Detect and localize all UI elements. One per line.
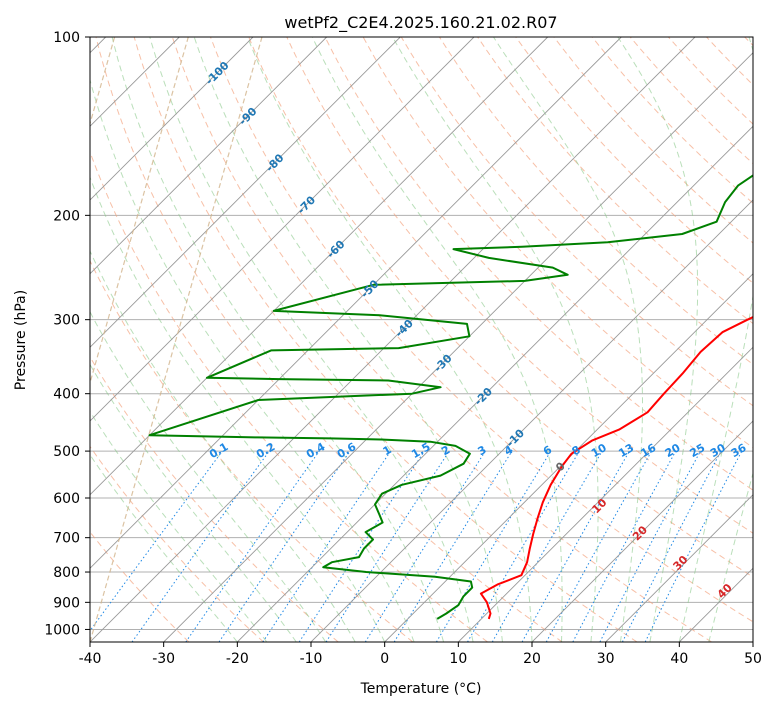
moist-adiabat: [311, 37, 563, 642]
isotherm-line: [90, 37, 328, 275]
y-axis-title: Pressure (hPa): [13, 290, 29, 390]
isotherm-line: [90, 37, 549, 496]
isotherm-line: [310, 199, 753, 642]
sounding-series-line: [148, 174, 753, 620]
y-tick-label: 800: [53, 565, 80, 581]
dry-adiabat: [210, 37, 753, 623]
isotherm-line: [90, 37, 401, 348]
isotherm-line: [236, 125, 753, 642]
x-axis-title: Temperature (°C): [360, 681, 482, 697]
isotherm-line: [605, 494, 753, 642]
dry-adiabat: [133, 37, 638, 642]
x-tick-label: 50: [744, 651, 762, 667]
dry-adiabat: [90, 259, 414, 642]
y-tick-label: 500: [53, 444, 80, 460]
x-tick-label: -10: [300, 651, 323, 667]
x-tick-label: -20: [226, 651, 249, 667]
moist-adiabat: [678, 37, 753, 642]
dry-adiabat: [629, 37, 753, 165]
mixing-ratio-line: [131, 450, 270, 642]
dry-adiabat: [324, 37, 753, 491]
sounding-series-line: [479, 315, 753, 620]
moist-adiabat: [90, 249, 356, 642]
isotherm-line: [384, 273, 753, 642]
mixing-ratio-line: [325, 450, 450, 642]
isotherm-line: [531, 420, 753, 642]
wet-bulb-curve: [90, 37, 189, 385]
mixing-ratio-line: [467, 450, 580, 642]
y-tick-label: 300: [53, 313, 80, 329]
moist-adiabat: [617, 37, 699, 642]
x-tick-label: 0: [380, 651, 389, 667]
y-tick-label: 700: [53, 531, 80, 547]
wet-bulb-curve: [90, 37, 263, 642]
mixing-ratio-line: [393, 450, 513, 642]
x-tick-label: 20: [523, 651, 541, 667]
moist-adiabats: [90, 37, 753, 642]
dry-adiabat: [591, 37, 753, 204]
mixing-ratio-line: [185, 450, 320, 642]
moist-adiabat: [90, 310, 327, 642]
y-tick-label: 200: [53, 208, 80, 224]
moist-adiabat: [708, 471, 753, 642]
mixing-ratio-line: [364, 450, 486, 642]
x-tick-label: 30: [597, 651, 615, 667]
mixing-ratio-line: [218, 450, 351, 642]
dry-adiabats: [90, 37, 753, 642]
isotherm-line: [457, 346, 753, 642]
moist-adiabat: [149, 37, 474, 642]
y-tick-label: 600: [53, 491, 80, 507]
sounding-profiles: [148, 174, 753, 620]
dry-adiabat: [248, 37, 753, 578]
y-tick-label: 400: [53, 387, 80, 403]
moist-adiabat: [90, 453, 238, 642]
mixing-ratio-line: [521, 450, 630, 642]
mixing-ratio-line: [572, 450, 677, 642]
plot-frame: [89, 36, 754, 643]
dry-adiabat: [90, 445, 264, 642]
isotherms: [90, 37, 753, 642]
x-tick-label: -30: [152, 651, 175, 667]
y-tick-label: 100: [53, 30, 80, 46]
x-tick-label: -40: [79, 651, 102, 667]
wet-bulb-curves: [90, 37, 263, 642]
isotherm-line: [163, 52, 753, 642]
dry-adiabat: [477, 37, 753, 325]
moist-adiabat: [392, 37, 599, 642]
dry-adiabat: [171, 37, 712, 642]
moist-adiabat: [246, 37, 533, 642]
axis-ticks: -40 -30 -20 -10 0 10 20 30 40 50 1000 900 800 700 600 5…: [44, 30, 762, 667]
mixing-ratio-line: [90, 450, 223, 632]
isotherm-line: [90, 37, 254, 201]
dry-adiabat: [95, 37, 563, 642]
dry-adiabat: [400, 37, 753, 407]
y-tick-label: 1000: [44, 622, 80, 638]
isotherm-line: [90, 37, 696, 642]
y-tick-label: 900: [53, 595, 80, 611]
moist-adiabat: [90, 78, 415, 642]
mixing-ratio-line: [435, 450, 552, 642]
mixing-ratio-line: [491, 450, 603, 642]
x-tick-label: 40: [670, 651, 688, 667]
moist-adiabat: [193, 37, 503, 642]
background-grid: [90, 37, 753, 630]
isotherm-line: [90, 37, 622, 569]
dry-adiabat: [515, 37, 753, 284]
isotherm-line: [90, 37, 475, 422]
x-tick-label: 10: [449, 651, 467, 667]
chart-title: wetPf2_C2E4.2025.160.21.02.R07: [284, 13, 557, 33]
